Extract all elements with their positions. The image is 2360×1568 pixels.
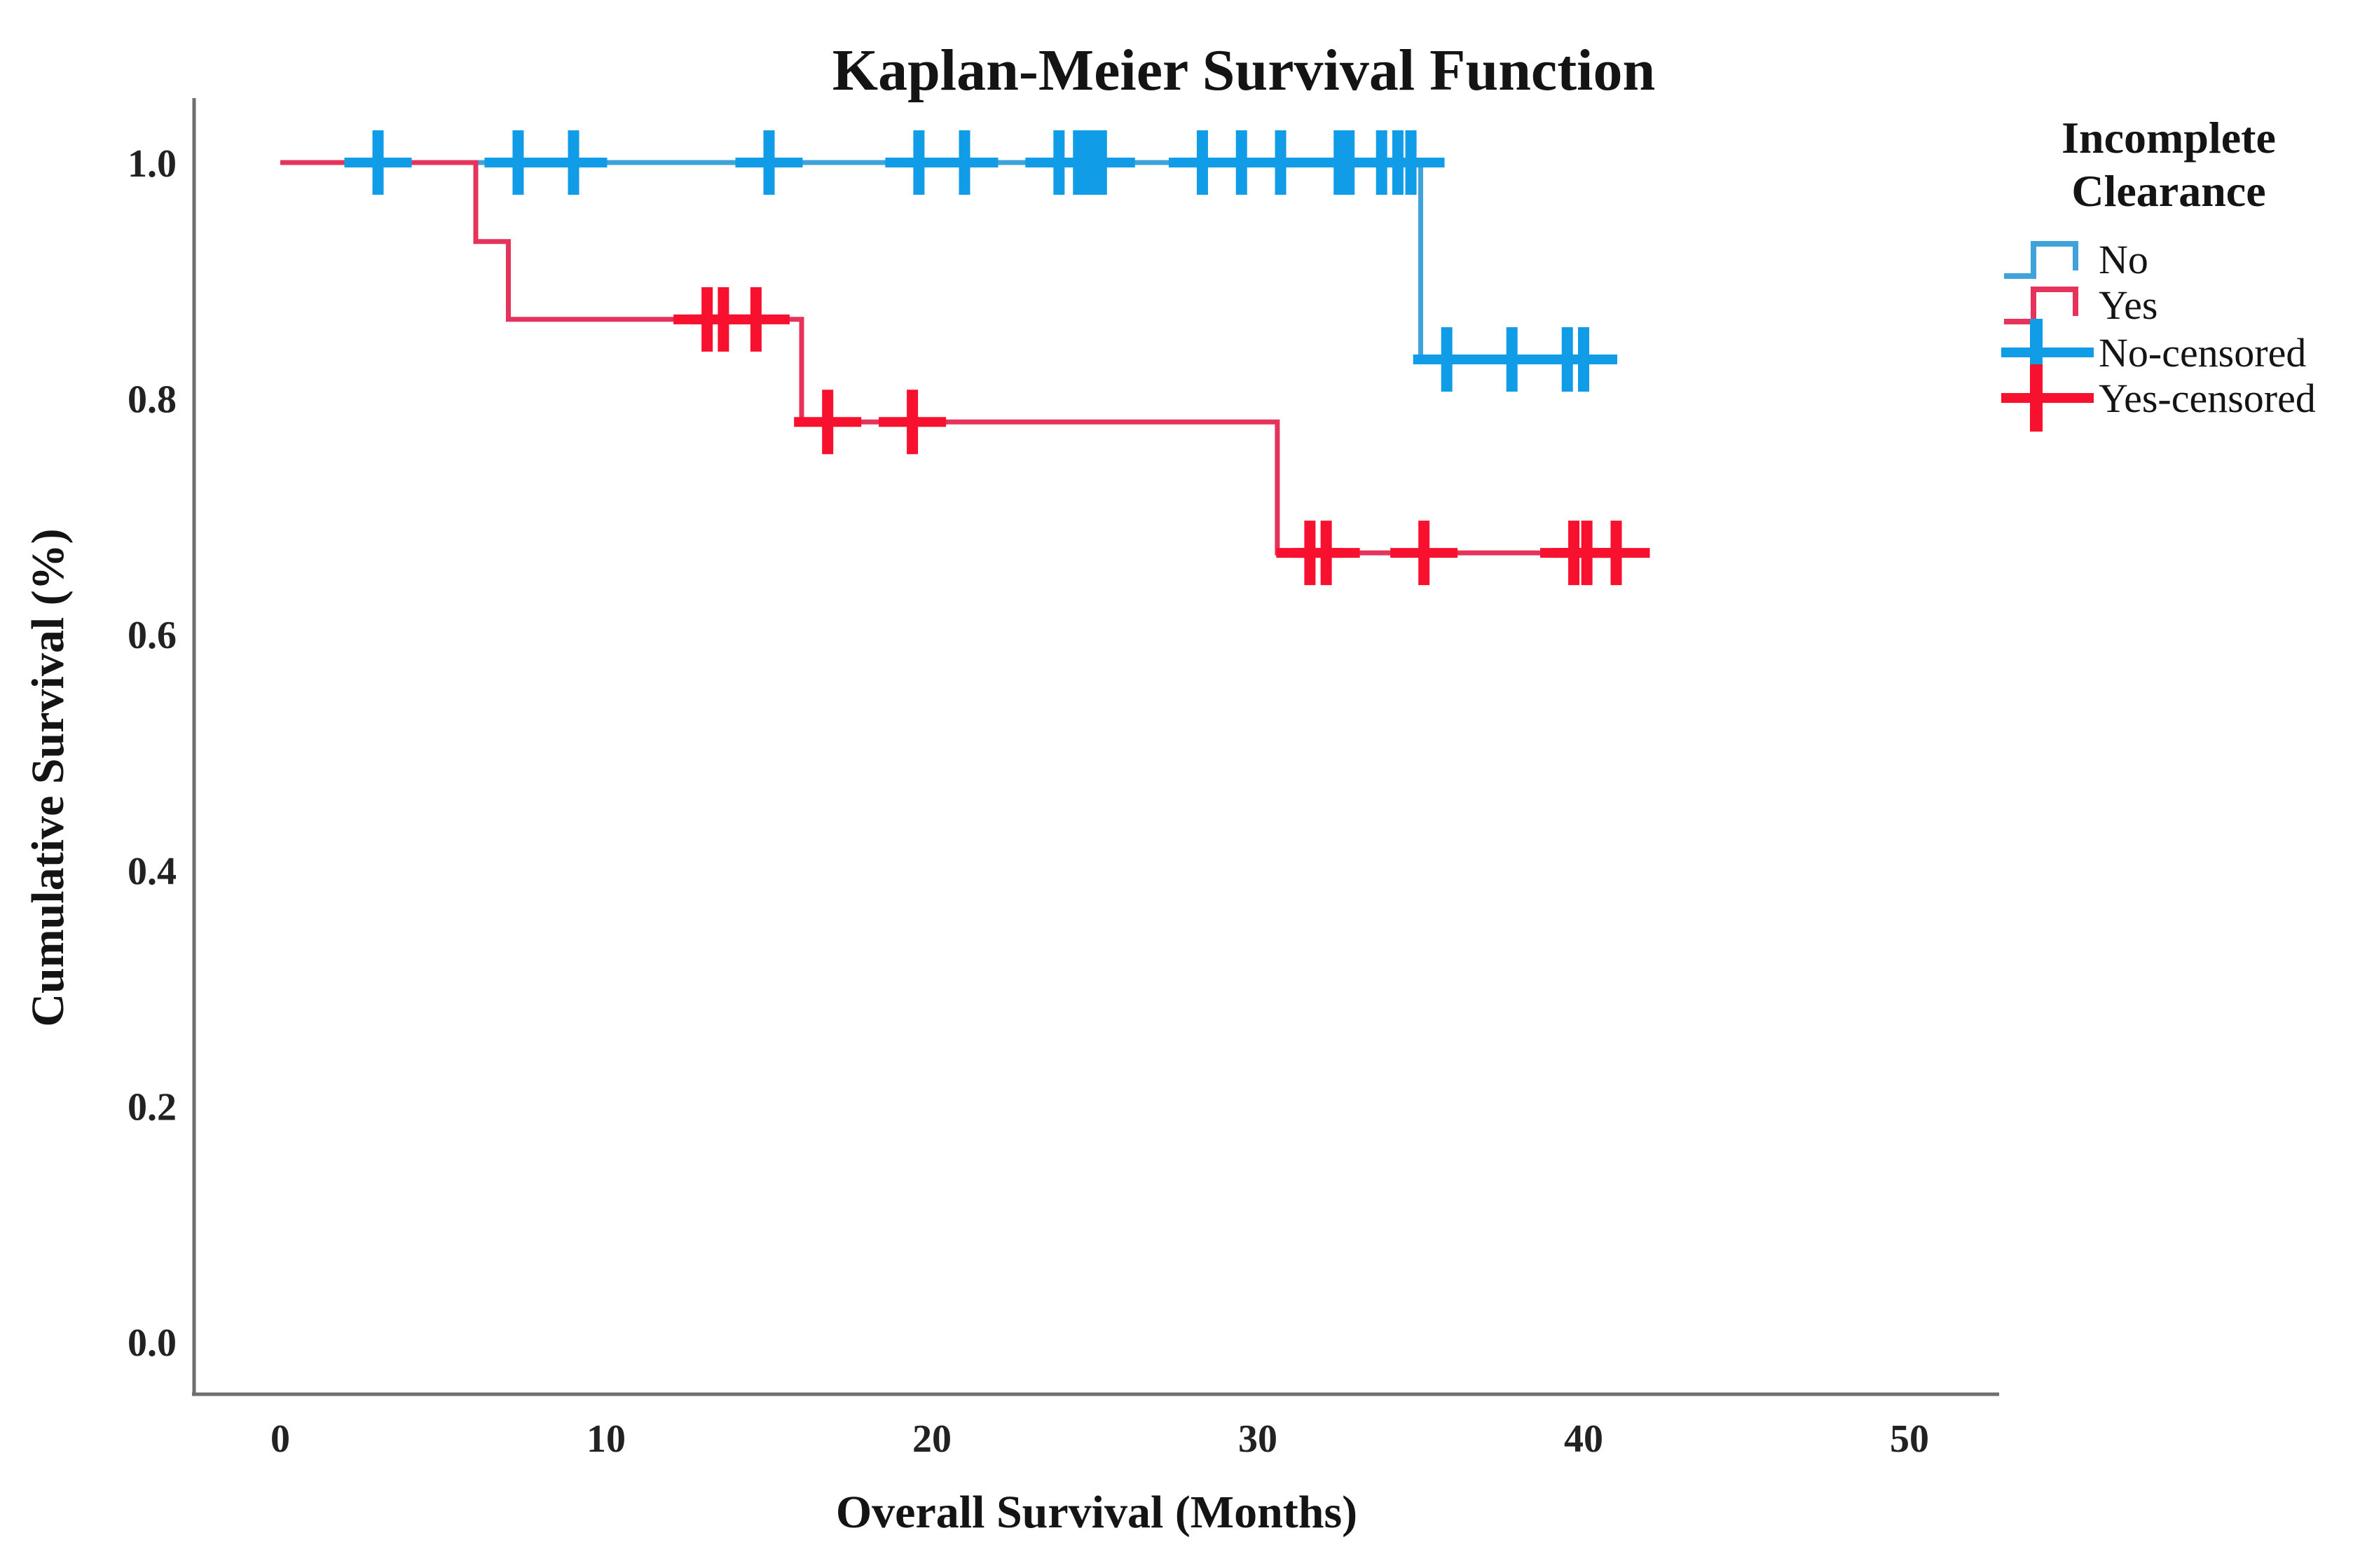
km-curve-yes — [280, 160, 1626, 556]
legend-title-line1: Incomplete — [2061, 113, 2276, 163]
chart-title: Kaplan-Meier Survival Function — [832, 38, 1655, 103]
legend-item-no-censored: No-censored — [2001, 319, 2306, 386]
legend-item-no-censored-label: No-censored — [2099, 330, 2306, 376]
legend-item-yes-censored-label: Yes-censored — [2099, 376, 2316, 421]
x-tick-label: 40 — [1564, 1417, 1603, 1461]
censor-mark-no — [540, 130, 608, 195]
censor-mark-no — [1067, 130, 1135, 195]
legend-item-yes-censored: Yes-censored — [2001, 364, 2316, 432]
censor-mark-yes — [722, 287, 790, 352]
legend: Incomplete Clearance No Yes No-censored — [2001, 113, 2316, 432]
censor-mark-no — [1377, 130, 1445, 195]
censor-mark-yes — [879, 390, 947, 455]
legend-item-yes-label: Yes — [2099, 282, 2157, 328]
censor-mark-no — [1413, 327, 1481, 392]
legend-item-no: No — [2004, 237, 2148, 282]
legend-item-no-label: No — [2099, 237, 2148, 282]
censor-marks — [344, 130, 1650, 586]
y-axis-title: Cumulative Survival (%) — [22, 528, 74, 1026]
censor-mark-no — [735, 130, 803, 195]
censor-mark-no — [1550, 327, 1617, 392]
step-line-sample-no — [2004, 241, 2078, 279]
y-tick-labels: 1.0 0.8 0.6 0.4 0.2 0.0 — [128, 142, 177, 1365]
legend-item-yes: Yes — [2004, 282, 2157, 328]
y-tick-label: 0.2 — [128, 1085, 177, 1129]
y-tick-label: 1.0 — [128, 142, 177, 186]
x-tick-label: 10 — [586, 1417, 626, 1461]
legend-title-line2: Clearance — [2071, 166, 2265, 216]
censor-mark-yes — [1292, 521, 1360, 586]
x-tick-labels: 0 10 20 30 40 50 — [270, 1417, 1929, 1461]
censor-mark-no — [344, 130, 412, 195]
censor-mark-no — [1247, 130, 1315, 195]
censor-mark-yes — [1390, 521, 1458, 586]
plus-marker-sample-yes-censored — [2001, 364, 2094, 432]
x-tick-label: 30 — [1238, 1417, 1277, 1461]
censor-mark-no — [931, 130, 999, 195]
censor-mark-yes — [794, 390, 862, 455]
y-tick-label: 0.8 — [128, 378, 177, 422]
y-tick-label: 0.6 — [128, 614, 177, 657]
plus-marker-sample-no-censored — [2001, 319, 2094, 386]
x-axis-title: Overall Survival (Months) — [836, 1487, 1357, 1538]
step-line-sample-yes — [2004, 287, 2078, 324]
x-tick-label: 50 — [1890, 1417, 1929, 1461]
axes — [192, 98, 1999, 1396]
x-tick-label: 0 — [270, 1417, 290, 1461]
y-tick-label: 0.0 — [128, 1321, 177, 1365]
censor-mark-yes — [1582, 521, 1650, 586]
y-tick-label: 0.4 — [128, 850, 177, 893]
x-tick-label: 20 — [912, 1417, 952, 1461]
